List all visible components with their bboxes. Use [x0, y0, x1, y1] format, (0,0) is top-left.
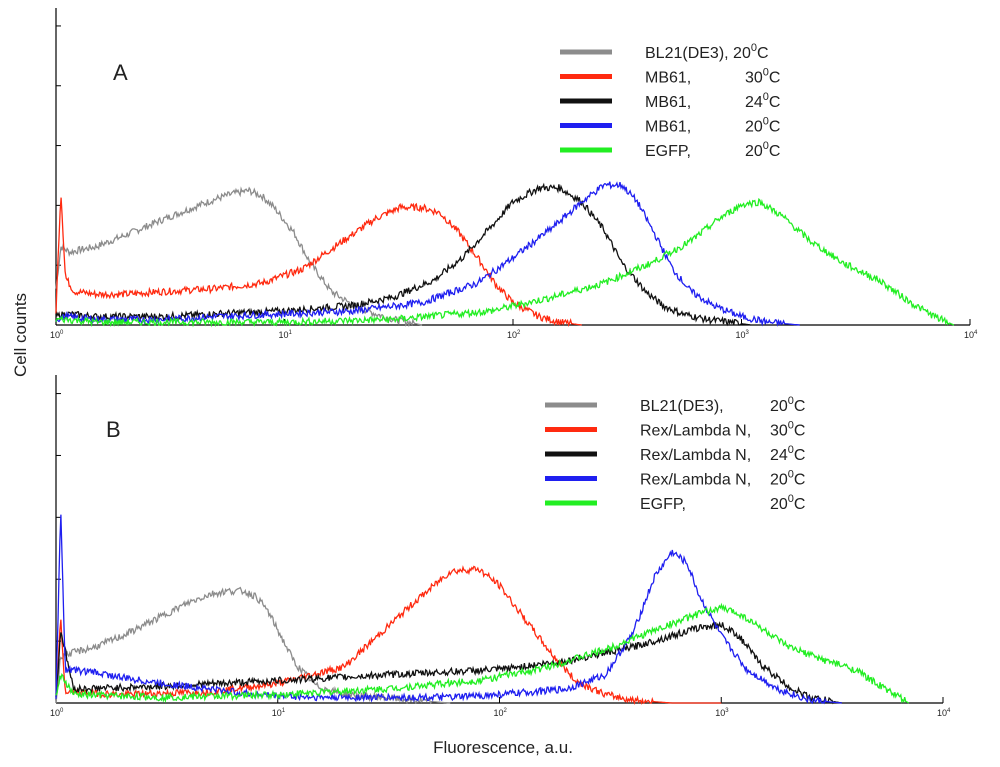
series-line	[55, 620, 843, 705]
x-tick-label: 100	[50, 708, 64, 718]
x-tick-label: 102	[494, 708, 508, 718]
x-tick-label: 100	[50, 330, 64, 340]
panel-a: 100 101 102 103 104 A BL21(DE3), 200C MB61, 300C…	[50, 8, 978, 340]
x-tick-label: 104	[964, 330, 978, 340]
legend-label: EGFP, 200C	[640, 493, 805, 513]
x-tick-label: 103	[736, 330, 750, 340]
legend-label: BL21(DE3), 200C	[640, 395, 805, 415]
x-tick-label: 101	[279, 330, 293, 340]
series-line	[55, 197, 955, 328]
x-tick-label: 101	[272, 708, 286, 718]
legend-label: Rex/Lambda N, 300C	[640, 420, 805, 440]
series-line	[55, 182, 752, 327]
y-axis-label: Cell counts	[11, 293, 30, 377]
legend-label: Rex/Lambda N, 240C	[640, 444, 805, 464]
panel-label: B	[106, 417, 121, 442]
legend-label: MB61, 240C	[645, 91, 780, 111]
legend-label: MB61, 300C	[645, 67, 780, 87]
x-tick-label: 104	[937, 708, 951, 718]
x-tick-label: 103	[715, 708, 729, 718]
legend-label: EGFP, 200C	[645, 140, 780, 160]
series-line	[55, 602, 910, 704]
series-line	[55, 514, 842, 705]
x-axis-label: Fluorescence, a.u.	[433, 738, 573, 757]
panel-b: 100 101 102 103 104 B BL21(DE3), 200C Rex/Lambda…	[50, 375, 951, 718]
legend-label: Rex/Lambda N, 200C	[640, 469, 805, 489]
series-line	[55, 181, 800, 327]
series-line	[55, 565, 722, 705]
series-line	[55, 197, 582, 327]
legend-label: BL21(DE3), 200C	[645, 42, 769, 62]
legend-label: MB61, 200C	[645, 116, 780, 136]
x-tick-label: 102	[507, 330, 521, 340]
panel-label: A	[113, 60, 128, 85]
